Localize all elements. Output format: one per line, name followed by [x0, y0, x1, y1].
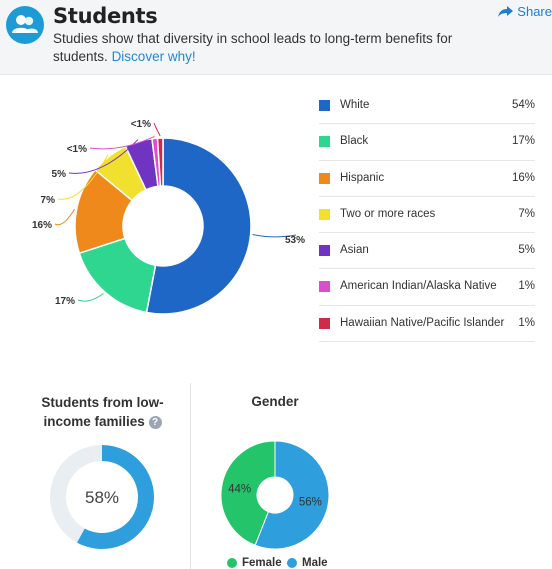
legend-value: 54% [511, 99, 535, 111]
gender-title: Gender [251, 394, 299, 409]
slice-label-asian: 5% [52, 169, 67, 180]
legend-label: Two or more races [340, 207, 436, 220]
slice-white [145, 137, 252, 315]
slice-label-black: 17% [55, 296, 75, 307]
slice-male [254, 440, 330, 550]
legend-label: American Indian/Alaska Native [340, 280, 497, 293]
legend-row-white: White 54% [319, 88, 535, 125]
legend-label: Hawaiian Native/Pacific Islander [340, 316, 505, 329]
discover-why-link[interactable]: Discover why! [111, 49, 196, 64]
slice-other [50, 445, 102, 543]
section-divider [190, 383, 191, 569]
legend-value: 1% [518, 280, 535, 293]
legend-value: 16% [511, 171, 535, 184]
center-label: 58% [85, 488, 119, 507]
gender-legend-male: Male [287, 557, 328, 569]
slice-female [220, 440, 276, 546]
low-income-donut-chart: 58% [50, 445, 154, 549]
leader-line-american-indian-alaska-native [89, 135, 155, 150]
legend-swatch [319, 281, 330, 293]
legend-row-american-indian-alaska-native: American Indian/Alaska Native 1% [319, 269, 535, 306]
legend-row-two-or-more-races: Two or more races 7% [319, 197, 535, 234]
share-icon [498, 5, 514, 17]
legend-swatch [319, 100, 330, 111]
legend-label: Black [340, 135, 369, 148]
slice-label-hispanic: 16% [32, 220, 52, 231]
slice-low-income [76, 445, 154, 549]
ethnicity-legend: White 54% Black 17% Hispanic 16% Two or more r… [319, 88, 535, 343]
subtitle-text: Studies show that diversity in school le… [53, 31, 453, 64]
gender-legend-female: Female [227, 557, 282, 569]
slice-hawaiian-native-pacific-islander [156, 137, 164, 187]
leader-line-black [77, 293, 104, 302]
legend-swatch [319, 136, 330, 148]
leader-line-asian [68, 139, 139, 174]
legend-row-hawaiian-native-pacific-islander: Hawaiian Native/Pacific Islander 1% [319, 306, 535, 343]
legend-label: White [340, 99, 370, 111]
leader-line-hawaiian-native-pacific-islander [153, 122, 161, 137]
legend-swatch [319, 245, 330, 257]
question-icon[interactable]: ? [148, 415, 162, 429]
leader-line-hispanic [54, 208, 76, 226]
students-icon [6, 6, 44, 44]
slice-label-hawaiian-native-pacific-islander: <1% [131, 119, 151, 130]
share-label[interactable]: Share [517, 4, 552, 19]
legend-value: 7% [518, 207, 535, 220]
leader-line-two-or-more-races [57, 154, 109, 200]
subtitle: Studies show that diversity in school le… [53, 30, 483, 66]
low-income-title: Students from low-income families ? [40, 393, 165, 431]
female-swatch [227, 558, 237, 568]
legend-row-hispanic: Hispanic 16% [319, 161, 535, 197]
leader-line-white [252, 233, 297, 238]
slice-label-white: 53% [285, 235, 305, 246]
slice-label-female: 44% [228, 483, 251, 495]
male-label: Male [302, 557, 328, 569]
legend-value: 17% [511, 135, 535, 148]
legend-swatch [319, 208, 330, 220]
share-button[interactable]: Share [498, 4, 552, 19]
legend-value: 5% [518, 244, 535, 257]
page-title: Students [53, 4, 158, 28]
legend-swatch [319, 172, 330, 184]
legend-row-black: Black 17% [319, 124, 535, 161]
legend-label: Asian [340, 244, 369, 257]
legend-row-asian: Asian 5% [319, 233, 535, 270]
gender-donut-chart: 56% 44% [220, 440, 330, 550]
legend-value: 1% [518, 316, 535, 329]
slice-label-american-indian-alaska-native: <1% [67, 144, 87, 155]
legend-label: Hispanic [340, 171, 385, 184]
legend-swatch [319, 317, 330, 329]
low-income-title-text: Students from low-income families [41, 395, 164, 429]
slice-label-male: 56% [299, 497, 322, 509]
slice-label-two-or-more-races: 7% [41, 195, 56, 206]
male-swatch [287, 558, 297, 568]
female-label: Female [242, 557, 282, 569]
ethnicity-donut-chart: 53% 17% 16% 7% 5% <1% <1% [32, 119, 305, 315]
header: Students Studies show that diversity in … [0, 0, 552, 75]
